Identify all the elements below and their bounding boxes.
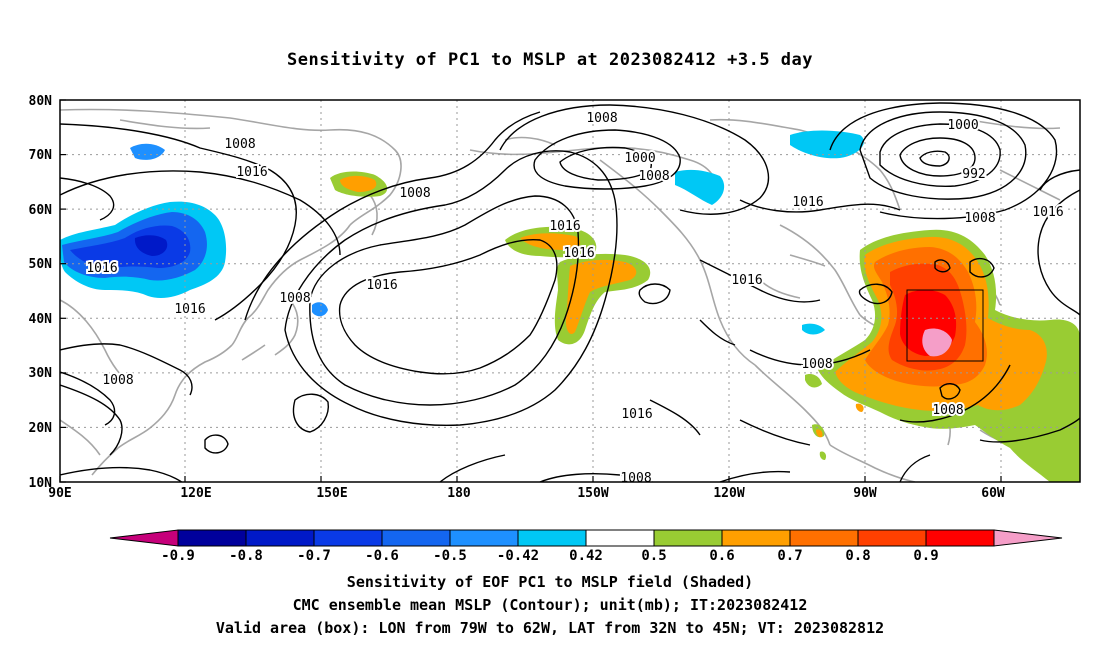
colorbar: -0.9 -0.8 -0.7 -0.6 -0.5 -0.42 0.42 0.5 0.6 0.7 0.…	[109, 529, 1063, 564]
pos-speck-4	[819, 451, 827, 460]
colorbar-segment	[177, 529, 247, 547]
lon-label: 150E	[316, 486, 347, 501]
lon-label: 60W	[981, 486, 1005, 501]
lat-labels: 80N 70N 60N 50N 40N 30N 20N 10N	[29, 94, 53, 491]
colorbar-segment	[449, 529, 519, 547]
contour-label: 1016	[236, 165, 267, 180]
lat-label: 30N	[29, 366, 53, 381]
lat-label: 70N	[29, 148, 53, 163]
colorbar-tick-label: -0.8	[229, 548, 263, 564]
contour-label: 1016	[731, 273, 762, 288]
neg-area-alaska	[675, 169, 725, 205]
colorbar-segment	[925, 529, 995, 547]
neg-area-arctic	[790, 130, 864, 159]
valid-area-box	[906, 289, 984, 362]
caption-line-2: CMC ensemble mean MSLP (Contour); unit(m…	[292, 596, 808, 614]
contour-label: 1016	[549, 219, 580, 234]
pos-speck-3	[855, 403, 864, 412]
caption-line-1: Sensitivity of EOF PC1 to MSLP field (Sh…	[346, 573, 754, 591]
colorbar-left-arrow	[109, 529, 179, 547]
contour-label-group: 1008 1016 1016 1008 1016 1008 1000 1008 …	[84, 109, 1065, 488]
colorbar-tick-label: 0.9	[913, 548, 938, 564]
pos-area-pacific-2-core	[565, 259, 637, 335]
contour-label: 992	[962, 167, 985, 182]
colorbar-segment	[517, 529, 587, 547]
lon-label: 120E	[180, 486, 211, 501]
caption-line-3: Valid area (box): LON from 79W to 62W, L…	[215, 619, 885, 637]
pos-area-namerica-peak	[922, 328, 952, 357]
map-border	[59, 99, 1081, 483]
lat-label: 60N	[29, 203, 53, 218]
colorbar-segment	[653, 529, 723, 547]
contour-label: 1008	[224, 137, 255, 152]
lat-label: 80N	[29, 94, 53, 109]
colorbar-tick-label: 0.42	[569, 548, 603, 564]
contour-label: 1016	[86, 261, 117, 276]
pos-speck-1	[805, 374, 822, 388]
contour-label: 1016	[174, 302, 205, 317]
colorbar-right-arrow	[993, 529, 1063, 547]
colorbar-tick-label: 0.6	[709, 548, 734, 564]
neg-area-japan	[312, 302, 328, 317]
colorbar-segment	[381, 529, 451, 547]
mslp-contours	[60, 102, 1080, 482]
plot-title: Sensitivity of PC1 to MSLP at 2023082412…	[286, 50, 813, 70]
contour-label: 1008	[399, 186, 430, 201]
colorbar-segment	[721, 529, 791, 547]
lon-label: 90E	[48, 486, 71, 501]
colorbar-tick-label: -0.6	[365, 548, 399, 564]
neg-area-asia-core	[70, 225, 191, 268]
contour-label: 1008	[964, 211, 995, 226]
contour-label: 1016	[1032, 205, 1063, 220]
lat-label: 50N	[29, 257, 53, 272]
colorbar-tick-label: -0.5	[433, 548, 467, 564]
contour-label: 1016	[621, 407, 652, 422]
pos-speck-2-core	[816, 429, 823, 438]
contour-label: 1008	[932, 403, 963, 418]
colorbar-tick-label: 0.8	[845, 548, 870, 564]
contour-label: 1016	[792, 195, 823, 210]
colorbar-segment	[585, 529, 655, 547]
neg-area-mexico	[802, 323, 825, 335]
lon-label: 90W	[853, 486, 877, 501]
colorbar-segment	[245, 529, 315, 547]
contour-label: 1008	[102, 373, 133, 388]
colorbar-tick-label: 0.5	[641, 548, 666, 564]
colorbar-segment	[313, 529, 383, 547]
contour-label: 1000	[947, 118, 978, 133]
colorbar-tick-label: 0.7	[777, 548, 802, 564]
lon-label: 180	[447, 486, 471, 501]
contour-label: 1008	[638, 169, 669, 184]
axis-ticks	[59, 99, 1002, 483]
contour-label: 1016	[366, 278, 397, 293]
colorbar-tick-label: -0.9	[161, 548, 195, 564]
contour-label: 1008	[620, 471, 651, 486]
contour-label: 1016	[563, 246, 594, 261]
lon-labels: 90E 120E 150E 180 150W 120W 90W 60W	[48, 486, 1005, 501]
neg-area-north-asia	[130, 143, 165, 160]
colorbar-tick-label: -0.42	[497, 548, 539, 564]
contour-label: 1000	[624, 151, 655, 166]
lon-label: 120W	[713, 486, 744, 501]
lat-label: 40N	[29, 312, 53, 327]
lon-label: 150W	[577, 486, 608, 501]
contour-label: 1008	[279, 291, 310, 306]
sensitivity-shading	[60, 130, 1080, 482]
lat-label: 20N	[29, 421, 53, 436]
colorbar-tick-label: -0.7	[297, 548, 331, 564]
colorbar-segment	[857, 529, 927, 547]
lat-label: 10N	[29, 476, 53, 491]
pos-area-kamchatka-core	[340, 175, 377, 192]
contour-label: 1008	[801, 357, 832, 372]
colorbar-segment	[789, 529, 859, 547]
neg-area-asia-peak	[134, 235, 168, 256]
contour-label: 1008	[586, 111, 617, 126]
pos-area-pacific-1-core	[520, 233, 581, 250]
